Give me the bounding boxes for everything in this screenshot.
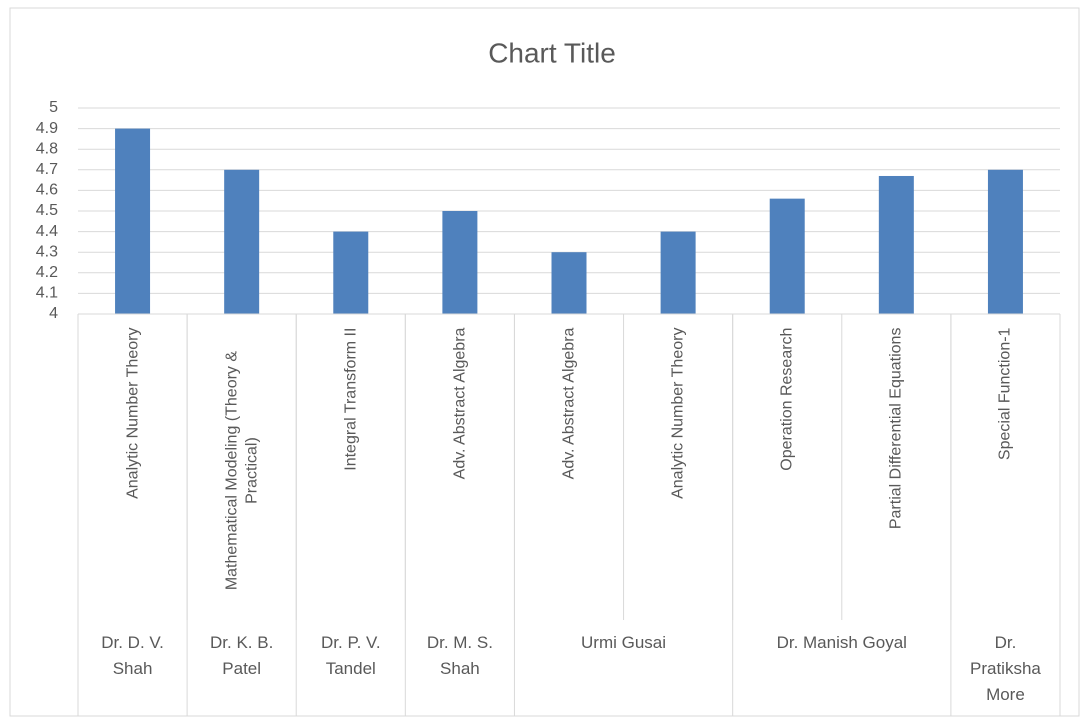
group-label: Urmi Gusai <box>581 633 667 652</box>
x-tick-label: Analytic Number Theory <box>669 327 687 500</box>
bar <box>224 169 260 314</box>
x-tick-label: Special Function-1 <box>996 327 1014 461</box>
group-label: Dr. P. V. Tandel <box>321 633 381 678</box>
bar <box>878 175 914 314</box>
x-tick-label: Analytic Number Theory <box>123 327 141 500</box>
bar <box>551 252 587 314</box>
x-tick-label: Adv. Abstract Algebra <box>559 327 577 480</box>
x-tick-label: Mathematical Modeling (Theory & Practica… <box>222 351 260 591</box>
y-tick-label: 4.6 <box>36 182 58 199</box>
x-tick-label: Operation Research <box>778 327 796 472</box>
y-tick-label: 4.5 <box>36 202 58 219</box>
y-tick-label: 4.8 <box>36 140 58 157</box>
x-tick-label: Integral Transform II <box>341 327 359 472</box>
bar <box>115 128 151 314</box>
group-label: Dr. K. B. Patel <box>210 633 274 678</box>
y-tick-label: 4.7 <box>36 161 58 178</box>
chart-title: Chart Title <box>488 37 616 68</box>
group-label: Dr. M. S. Shah <box>426 633 493 678</box>
y-tick-label: 4 <box>49 305 58 322</box>
x-tick-label: Adv. Abstract Algebra <box>450 327 468 480</box>
group-label: Dr. Pratiksha More <box>969 633 1041 704</box>
bar <box>442 211 478 314</box>
group-label: Dr. D. V. Shah <box>101 633 164 678</box>
y-tick-label: 4.1 <box>36 285 58 302</box>
y-tick-label: 4.2 <box>36 264 58 281</box>
bar <box>987 169 1023 314</box>
y-tick-label: 4.9 <box>36 120 58 137</box>
chart-border <box>9 7 1080 717</box>
y-tick-label: 4.4 <box>36 223 58 240</box>
bar <box>660 231 696 314</box>
bar <box>333 231 369 314</box>
group-label: Dr. Manish Goyal <box>776 633 907 652</box>
bar <box>769 198 805 314</box>
x-tick-label: Partial Differential Equations <box>887 327 905 530</box>
y-tick-label: 5 <box>49 99 58 116</box>
y-tick-label: 4.3 <box>36 243 58 260</box>
